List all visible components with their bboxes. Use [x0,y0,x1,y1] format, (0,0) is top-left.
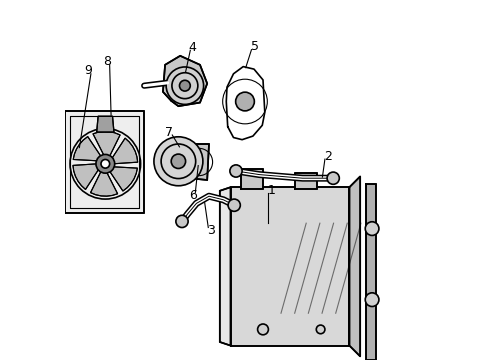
Circle shape [96,154,115,173]
Circle shape [236,92,254,111]
Polygon shape [93,131,120,157]
Polygon shape [349,176,360,356]
Text: 3: 3 [207,224,215,237]
Polygon shape [366,184,376,360]
Circle shape [316,325,325,334]
Polygon shape [231,187,349,346]
Text: 7: 7 [165,126,172,139]
Polygon shape [163,56,207,106]
Polygon shape [112,138,138,164]
Polygon shape [65,111,144,213]
Text: 5: 5 [251,40,259,53]
Polygon shape [97,116,114,132]
Text: 2: 2 [324,150,332,163]
Circle shape [365,222,379,235]
Polygon shape [295,173,317,189]
Text: 6: 6 [189,189,197,202]
Circle shape [176,215,188,228]
Circle shape [166,67,204,104]
Text: 9: 9 [84,64,92,77]
Polygon shape [189,144,209,180]
Polygon shape [109,167,137,191]
Text: 1: 1 [268,184,276,197]
Polygon shape [91,171,118,196]
Text: 4: 4 [189,41,197,54]
Circle shape [327,172,339,184]
Polygon shape [73,136,101,161]
Circle shape [179,80,190,91]
Circle shape [171,154,186,168]
Polygon shape [73,164,99,189]
Polygon shape [220,187,231,346]
Polygon shape [242,169,263,189]
Circle shape [228,199,240,211]
Circle shape [230,165,242,177]
Text: 8: 8 [103,55,111,68]
Circle shape [258,324,269,335]
Circle shape [365,293,379,306]
Circle shape [154,137,203,186]
Circle shape [101,159,110,168]
